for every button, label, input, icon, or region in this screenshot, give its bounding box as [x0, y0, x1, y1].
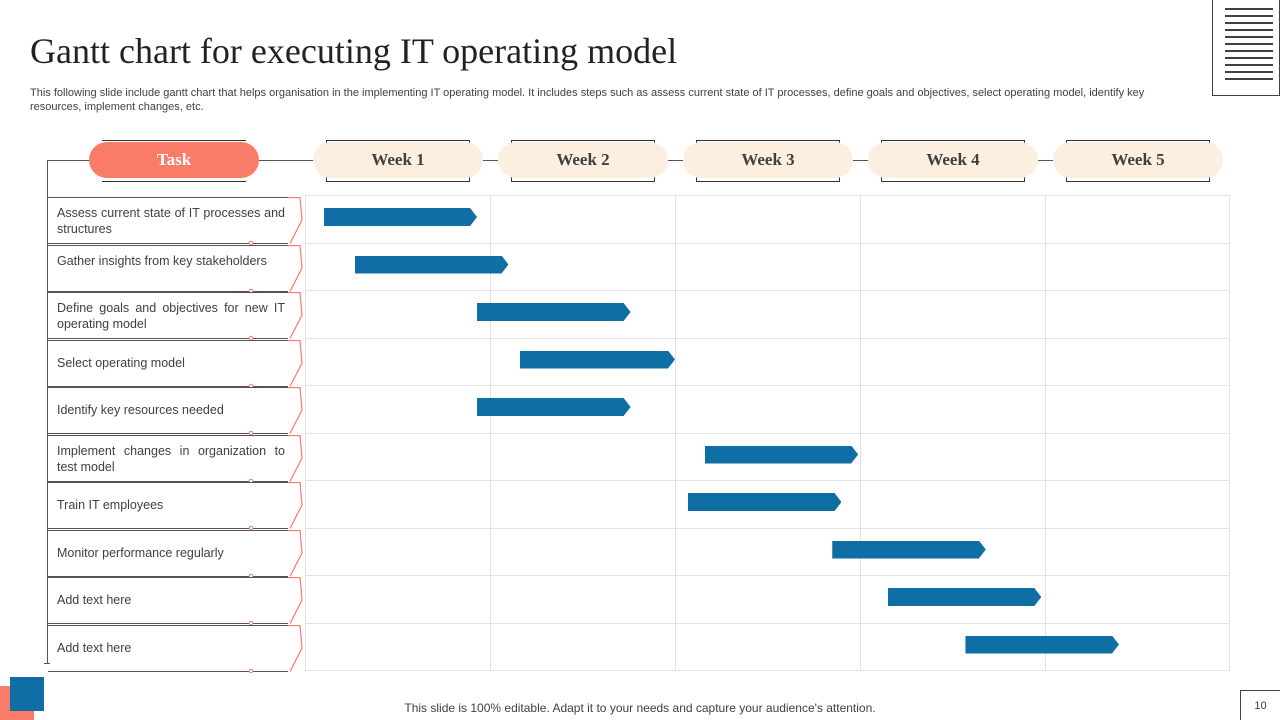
task-header-bracket — [102, 140, 246, 182]
task-row: Implement changes in organization to tes… — [48, 434, 303, 483]
task-label: Add text here — [57, 593, 132, 607]
task-label: Gather insights from key stakeholders — [57, 253, 267, 268]
gantt-bar — [832, 541, 986, 559]
task-row: Identify key resources needed — [48, 387, 303, 435]
task-row: Add text here — [48, 624, 303, 673]
task-label: Train IT employees — [57, 498, 164, 512]
task-column-end-tick — [44, 663, 50, 664]
task-label: Select operating model — [57, 355, 185, 370]
week-header-4: Week 4 — [868, 142, 1038, 178]
gantt-bar — [355, 256, 509, 274]
task-label: Define goals and objectives for new IT o… — [57, 301, 285, 331]
gantt-bar — [965, 636, 1119, 654]
task-column-header: Task — [89, 142, 259, 178]
week-header-5: Week 5 — [1053, 142, 1223, 178]
task-row: Add text here — [48, 577, 303, 625]
gantt-bar — [520, 351, 675, 369]
document-lines-icon — [1212, 0, 1280, 96]
grid-horizontal-line — [306, 242, 1229, 244]
task-row-outline — [48, 387, 303, 435]
task-row: Gather insights from key stakeholders — [48, 244, 303, 293]
task-label: Identify key resources needed — [57, 403, 224, 417]
task-label: Add text here — [57, 640, 132, 655]
grid-horizontal-line — [306, 337, 1229, 339]
task-label: Monitor performance regularly — [57, 545, 224, 560]
task-label: Assess current state of IT processes and… — [57, 206, 285, 236]
task-column-line — [47, 160, 48, 664]
gantt-bar — [705, 446, 859, 464]
task-row: Select operating model — [48, 339, 303, 388]
gantt-bar — [324, 208, 478, 226]
page-title: Gantt chart for executing IT operating m… — [30, 31, 678, 71]
task-row: Define goals and objectives for new IT o… — [48, 292, 303, 340]
task-row: Assess current state of IT processes and… — [48, 197, 303, 245]
page-subtitle: This following slide include gantt chart… — [30, 87, 1145, 113]
week-header-2: Week 2 — [498, 142, 668, 178]
grid-horizontal-line — [306, 527, 1229, 529]
gantt-bar — [477, 303, 631, 321]
gantt-grid — [305, 195, 1230, 671]
grid-horizontal-line — [306, 385, 1229, 386]
week-header-3: Week 3 — [683, 142, 853, 178]
grid-horizontal-line — [306, 480, 1229, 481]
gantt-bar — [477, 398, 631, 416]
task-row-outline — [48, 577, 303, 625]
grid-horizontal-line — [306, 622, 1229, 624]
task-row-outline — [48, 482, 303, 530]
task-row-outline — [48, 244, 303, 293]
footer-note: This slide is 100% editable. Adapt it to… — [404, 701, 876, 715]
gantt-bar — [888, 588, 1042, 606]
task-row: Monitor performance regularly — [48, 529, 303, 578]
task-row-outline — [48, 624, 303, 673]
grid-horizontal-line — [306, 290, 1229, 291]
gantt-bar — [688, 493, 842, 511]
page-number: 10 — [1240, 690, 1280, 720]
task-row-outline — [48, 197, 303, 245]
corner-accent-blue — [10, 677, 44, 711]
task-row-outline — [48, 339, 303, 388]
grid-horizontal-line — [306, 432, 1229, 434]
week-header-1: Week 1 — [313, 142, 483, 178]
task-row: Train IT employees — [48, 482, 303, 530]
task-row-outline — [48, 529, 303, 578]
task-label: Implement changes in organization to tes… — [57, 443, 285, 474]
grid-horizontal-line — [306, 575, 1229, 576]
task-row-outline — [48, 434, 303, 483]
